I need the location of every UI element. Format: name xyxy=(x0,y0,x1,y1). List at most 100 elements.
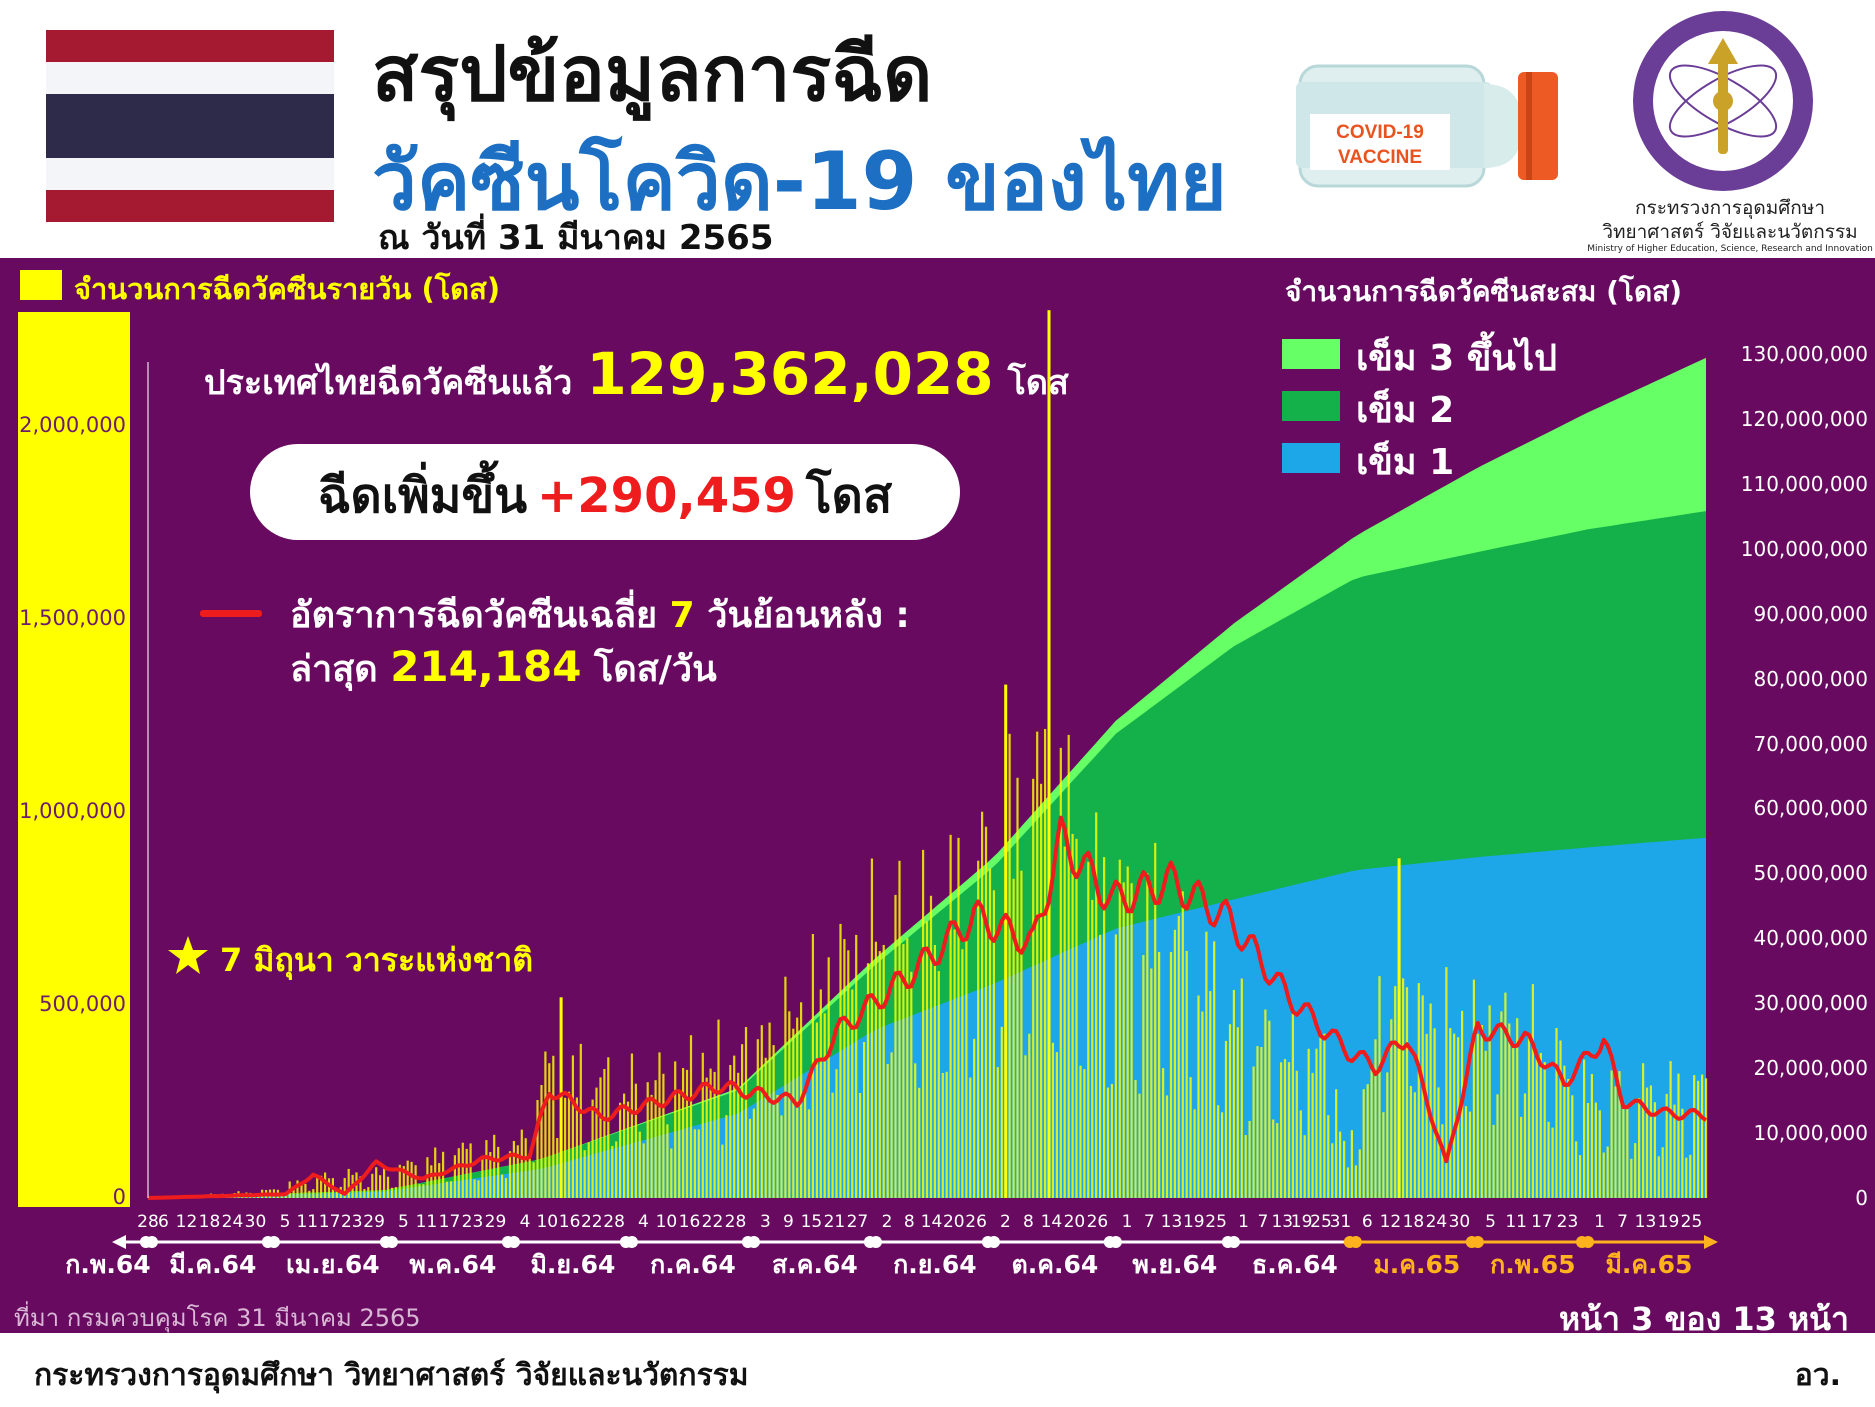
daily-bar xyxy=(1016,777,1019,1198)
daily-bar xyxy=(1638,1098,1641,1198)
date-tick-label: 17 xyxy=(318,1212,341,1232)
ministry-name-line1: กระทรวงการอุดมศึกษา xyxy=(1635,197,1825,219)
daily-bar xyxy=(729,1065,732,1198)
daily-bar xyxy=(379,1175,382,1198)
date-tick-label: 23 xyxy=(1556,1212,1579,1232)
date-tick-label: 25 xyxy=(1680,1212,1703,1232)
daily-bar xyxy=(1480,1025,1483,1198)
daily-bar xyxy=(398,1164,401,1198)
legend-swatch xyxy=(1282,443,1340,473)
daily-bar xyxy=(1217,1105,1220,1198)
daily-bar xyxy=(969,1077,972,1198)
daily-bar xyxy=(304,1183,307,1198)
daily-bar xyxy=(925,921,929,1198)
month-dot xyxy=(267,1236,280,1248)
daily-bar xyxy=(343,1178,346,1198)
daily-bar xyxy=(748,1118,752,1198)
date-tick-label: 12 xyxy=(175,1212,198,1232)
right-tick-label: 10,000,000 xyxy=(1753,1121,1868,1146)
daily-bar xyxy=(827,957,830,1198)
daily-bar xyxy=(477,1180,480,1198)
date-tick-label: 6 xyxy=(1361,1212,1373,1232)
daily-bar xyxy=(1130,883,1133,1198)
daily-bar xyxy=(1044,729,1047,1198)
daily-bar xyxy=(1228,1024,1232,1198)
daily-bar xyxy=(1610,1070,1613,1198)
daily-bar xyxy=(611,1145,614,1198)
daily-bar xyxy=(642,1143,645,1198)
daily-bar xyxy=(1201,1011,1204,1198)
daily-bar xyxy=(1154,842,1157,1198)
daily-bar xyxy=(1150,968,1153,1198)
month-label: ก.พ.64 xyxy=(65,1250,151,1279)
daily-bar xyxy=(1586,1103,1590,1198)
date-tick-label: 28 xyxy=(137,1212,159,1232)
daily-bar xyxy=(1496,1094,1499,1198)
date-tick-label: 23 xyxy=(340,1212,363,1232)
date-tick-label: 19 xyxy=(1290,1212,1313,1232)
daily-bar-spike xyxy=(1004,684,1008,1198)
date-tick-label: 29 xyxy=(484,1212,507,1232)
daily-bar xyxy=(1036,731,1039,1198)
left-tick-label: 2,000,000 xyxy=(19,413,126,437)
daily-bar xyxy=(1594,1102,1597,1198)
date-tick-label: 22 xyxy=(701,1212,724,1232)
daily-bar xyxy=(1260,1047,1263,1198)
legend-label: เข็ม 3 ขึ้นไป xyxy=(1356,338,1557,379)
date-tick-label: 19 xyxy=(1657,1212,1680,1232)
latest-avg: ล่าสุด 214,184 โดส/วัน xyxy=(290,640,717,697)
month-dot xyxy=(507,1236,520,1248)
daily-bar xyxy=(324,1172,327,1198)
daily-bar-spike xyxy=(559,997,563,1198)
daily-bar xyxy=(1189,1077,1192,1198)
daily-bar xyxy=(1087,861,1090,1198)
ministry-name: กระทรวงการอุดมศึกษา วิทยาศาสตร์ วิจัยและ… xyxy=(1580,196,1875,244)
daily-bar xyxy=(996,1067,999,1198)
daily-bar xyxy=(922,849,925,1198)
daily-bar xyxy=(1527,1034,1531,1198)
daily-bar xyxy=(430,1165,433,1198)
daily-bar xyxy=(1685,1157,1688,1198)
date-tick-label: 8 xyxy=(1022,1212,1034,1232)
daily-bar xyxy=(874,941,877,1198)
daily-bar xyxy=(866,963,870,1198)
daily-bar xyxy=(1531,984,1534,1198)
daily-bar xyxy=(1516,1018,1519,1198)
daily-bar xyxy=(1362,1089,1365,1198)
daily-bar xyxy=(528,1156,531,1198)
daily-bar xyxy=(819,989,822,1198)
daily-bar xyxy=(1335,1089,1338,1198)
daily-bar xyxy=(481,1158,484,1198)
daily-bar xyxy=(453,1155,456,1198)
daily-bar xyxy=(768,1022,771,1198)
daily-bar xyxy=(1165,1095,1169,1198)
daily-bar xyxy=(788,1011,791,1198)
daily-bar xyxy=(1221,1112,1224,1198)
daily-bar xyxy=(1464,1106,1468,1198)
month-dot xyxy=(869,1236,882,1248)
daily-bar xyxy=(1173,929,1176,1198)
legend-label: เข็ม 1 xyxy=(1356,442,1455,483)
month-label: ต.ค.64 xyxy=(1011,1250,1099,1279)
month-dot xyxy=(1582,1236,1595,1248)
daily-bar xyxy=(1417,983,1420,1198)
daily-bar xyxy=(685,1069,689,1198)
thai-flag-icon xyxy=(46,30,334,222)
daily-bar xyxy=(1425,1033,1428,1198)
daily-bar xyxy=(461,1142,464,1198)
daily-bar xyxy=(359,1176,362,1198)
date-tick-label: 31 xyxy=(1329,1212,1352,1232)
daily-bar xyxy=(898,860,901,1198)
daily-bar xyxy=(894,894,897,1198)
daily-bar xyxy=(469,1143,472,1198)
daily-bar xyxy=(1653,1102,1656,1198)
daily-bar xyxy=(937,971,940,1198)
daily-bar xyxy=(1032,778,1035,1198)
daily-bar xyxy=(1614,1086,1617,1198)
date-tick-label: 18 xyxy=(1402,1212,1425,1232)
daily-bar xyxy=(603,1069,606,1198)
daily-bar xyxy=(863,1042,866,1198)
daily-bar xyxy=(508,1151,512,1198)
daily-bar xyxy=(548,1063,551,1198)
daily-bar xyxy=(1626,1105,1629,1198)
